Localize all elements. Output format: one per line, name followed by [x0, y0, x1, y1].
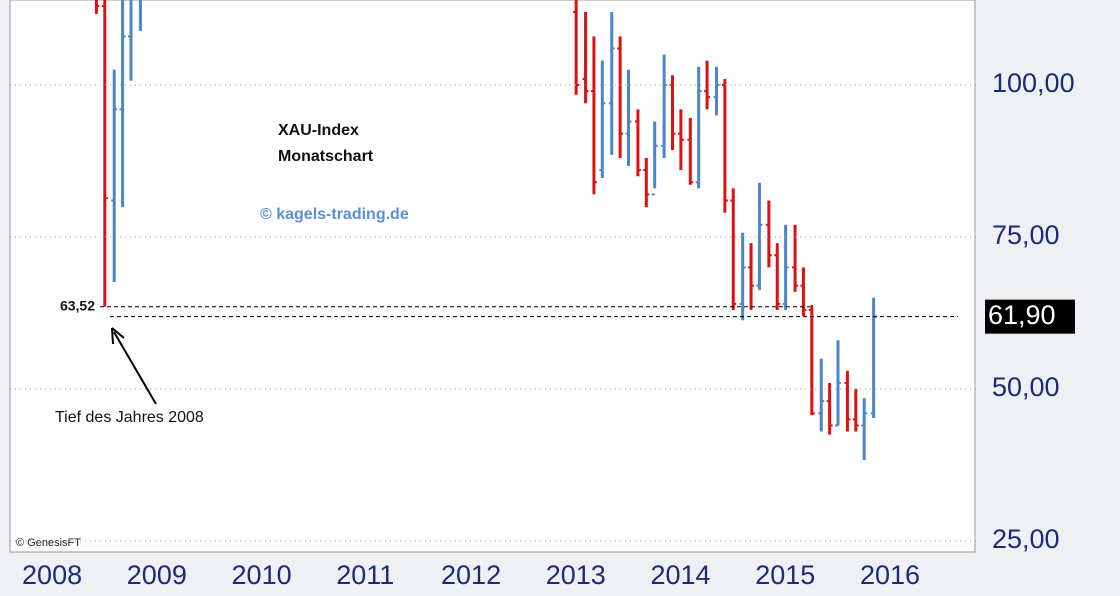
arrow-head	[111, 327, 125, 345]
chart-title: XAU-Index	[278, 122, 359, 139]
x-tick-label: 2016	[860, 560, 920, 590]
annotation: Tief des Jahres 2008	[55, 409, 204, 426]
x-tick-label: 2015	[755, 560, 815, 590]
arrow	[113, 331, 157, 405]
x-tick-label: 2012	[441, 560, 501, 590]
y-tick-label: 50,00	[992, 372, 1060, 402]
y-tick-label: 25,00	[992, 524, 1060, 554]
x-tick-label: 2010	[232, 560, 292, 590]
y-tick-label: 100,00	[992, 68, 1075, 98]
plot-area	[9, 0, 976, 553]
watermark: © kagels-trading.de	[260, 206, 409, 223]
x-tick-label: 2011	[336, 560, 394, 590]
x-tick-label: 2013	[546, 560, 606, 590]
x-tick-label: 2014	[651, 560, 711, 590]
chart-subtitle: Monatschart	[278, 148, 374, 165]
x-tick-label: 2008	[22, 560, 82, 590]
source: © GenesisFT	[16, 537, 81, 549]
last-value-box	[985, 299, 1075, 334]
plot-layer	[94, 0, 877, 461]
last-value-label: 61,90	[988, 300, 1056, 330]
reference-label: 63,52	[60, 297, 95, 313]
y-tick-label: 75,00	[992, 220, 1060, 250]
x-tick-label: 2009	[127, 560, 187, 590]
